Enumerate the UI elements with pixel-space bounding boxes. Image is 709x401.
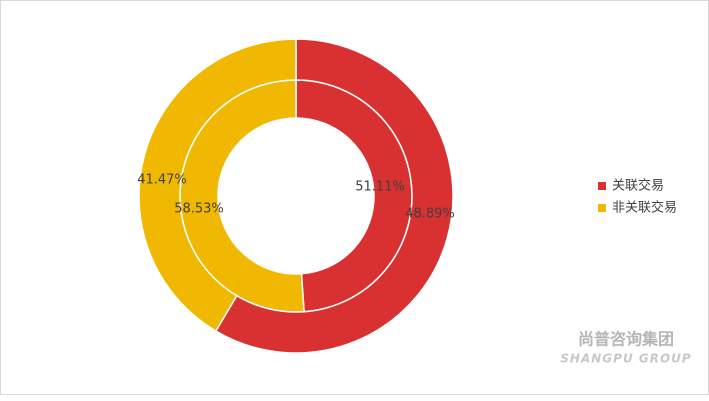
watermark-subtitle: SHANGPU GROUP: [560, 352, 691, 366]
legend-label: 非关联交易: [612, 200, 677, 216]
watermark-title: 尚普咨询集团: [578, 330, 674, 349]
labels: 48.89%51.11% 58.53% 41.47%: [137, 173, 455, 222]
rings: [138, 38, 454, 354]
data-label: 58.53%: [174, 202, 224, 217]
data-label: 51.11%: [355, 180, 405, 195]
data-label: 41.47%: [137, 173, 187, 188]
data-label: 48.89%: [405, 207, 455, 222]
donut-segment: [214, 38, 454, 354]
legend-swatch: [598, 204, 606, 212]
legend-swatch: [598, 182, 606, 190]
donut-segment: [138, 38, 297, 333]
legend-label: 关联交易: [612, 178, 664, 194]
